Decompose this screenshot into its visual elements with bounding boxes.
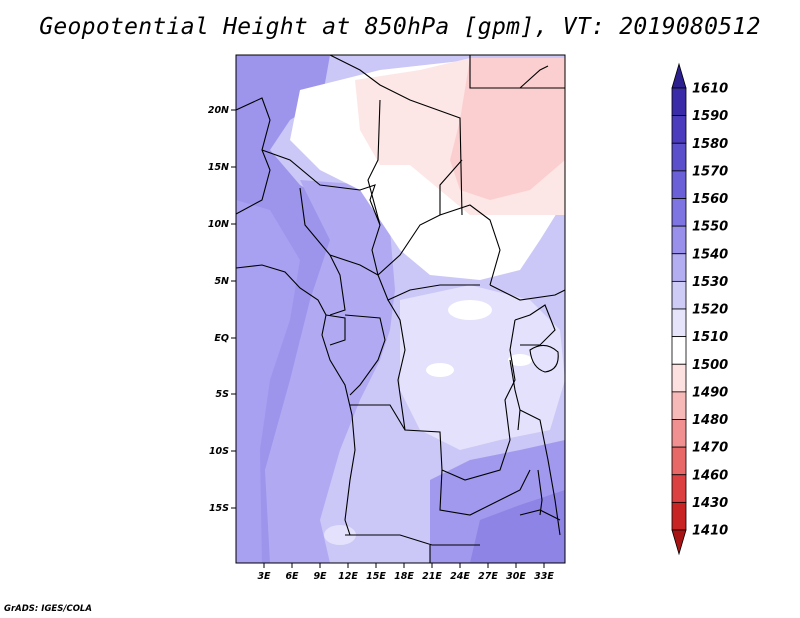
lon-tick-label: 24E (450, 571, 470, 582)
colorbar-label: 1480 (692, 413, 728, 428)
field-patch (426, 363, 454, 377)
map-title: Geopotential Height at 850hPa [gpm], VT:… (39, 14, 761, 40)
field-central-1535 (265, 180, 395, 563)
colorbar-label: 1580 (692, 137, 728, 152)
lon-axis: 3E 6E 9E 12E 15E 18E 21E 24E 27E 30E 33E (257, 563, 554, 582)
country-borders (236, 55, 565, 563)
border-sudan (439, 159, 463, 215)
border-egypt-sudan (469, 55, 565, 89)
colorbar-bottom-triangle (671, 529, 687, 556)
colorbar-segment (671, 170, 687, 199)
colorbar-label: 1520 (692, 303, 728, 318)
colorbar-segment (671, 446, 687, 476)
lat-axis: 20N 15N 10N 5N EQ 5S 10S 15S (208, 105, 236, 514)
lon-tick-label: 33E (534, 571, 554, 582)
colorbar-label: 1410 (692, 524, 728, 539)
lat-tick-label: 15S (209, 503, 229, 514)
lon-tick-label: 18E (394, 571, 414, 582)
colorbar-segment (671, 501, 687, 531)
field-northeast-1500 (450, 58, 565, 200)
colorbar-segment (671, 474, 687, 503)
border-angola (350, 404, 406, 431)
colorbar-label: 1490 (692, 385, 728, 400)
red-sea-coast (519, 65, 549, 89)
lake-victoria (529, 344, 559, 373)
colorbar-label: 1560 (692, 192, 728, 207)
colorbar-segment (671, 115, 687, 144)
field-patch (508, 354, 532, 366)
border-ssudan (489, 284, 565, 301)
colorbar-segment (671, 336, 687, 365)
colorbar-label: 1530 (692, 275, 728, 290)
field-congo-1515 (400, 285, 565, 450)
colorbar-segment (671, 363, 687, 393)
field-atlantic-1540 (236, 200, 300, 563)
lon-tick-label: 30E (506, 571, 526, 582)
colorbar-segment (671, 253, 687, 282)
colorbar-label: 1590 (692, 109, 728, 124)
colorbar-label: 1550 (692, 220, 728, 235)
colorbar-label: 1540 (692, 247, 728, 262)
colorbar-segment (671, 308, 687, 338)
colorbar-label: 1470 (692, 441, 728, 456)
colorbar-segment (671, 87, 687, 117)
lat-tick-label: 5S (216, 389, 230, 400)
lake-malawi (537, 469, 543, 516)
shaded-height-field (236, 55, 565, 563)
lon-tick-label: 15E (366, 571, 386, 582)
field-patch (448, 300, 492, 320)
border-mozambique (519, 509, 561, 521)
colorbar-segment (671, 198, 687, 227)
border-libya (329, 55, 463, 216)
lon-tick-label: 6E (285, 571, 299, 582)
lon-tick-label: 3E (257, 571, 271, 582)
lat-tick-label: EQ (214, 333, 229, 344)
lon-tick-label: 21E (422, 571, 442, 582)
colorbar-label: 1430 (692, 496, 728, 511)
colorbar-label: 1460 (692, 468, 728, 483)
lat-tick-label: 5N (214, 276, 229, 287)
lat-tick-label: 10N (208, 219, 229, 230)
map-frame (235, 54, 566, 564)
lake-tanganyika (509, 359, 521, 431)
colorbar-label: 1570 (692, 164, 728, 179)
border-congo (344, 314, 386, 396)
colorbar: 1610 1590 1580 1570 1560 1550 1540 1530 1520 1510… (671, 62, 728, 556)
colorbar-label: 1500 (692, 358, 728, 373)
border-sahel (261, 149, 381, 276)
colorbar-segment (671, 419, 687, 448)
coastline-gulf (236, 264, 356, 536)
colorbar-segment (671, 142, 687, 172)
colorbar-segment (671, 225, 687, 255)
colorbar-top-triangle (671, 62, 687, 89)
border-zambia (439, 469, 531, 516)
lon-tick-label: 12E (338, 571, 358, 582)
colorbar-label: 1510 (692, 330, 728, 345)
border-cameroon (329, 254, 346, 316)
border-chad (367, 99, 381, 226)
colorbar-segment (671, 280, 687, 310)
grads-credit: GrADS: IGES/COLA (4, 604, 92, 614)
lat-tick-label: 10S (209, 446, 229, 457)
border-angola-south (345, 534, 480, 546)
field-atlantic-1545 (236, 55, 350, 563)
lat-tick-label: 15N (208, 162, 229, 173)
lon-tick-label: 27E (478, 571, 498, 582)
lon-tick-label: 9E (313, 571, 327, 582)
border-car (377, 204, 501, 286)
colorbar-segment (671, 391, 687, 420)
border-gabon (325, 314, 346, 346)
border-uganda (514, 304, 556, 346)
colorbar-label: 1610 (692, 82, 728, 97)
border-tanzania (519, 409, 561, 536)
lat-tick-label: 20N (208, 105, 229, 116)
